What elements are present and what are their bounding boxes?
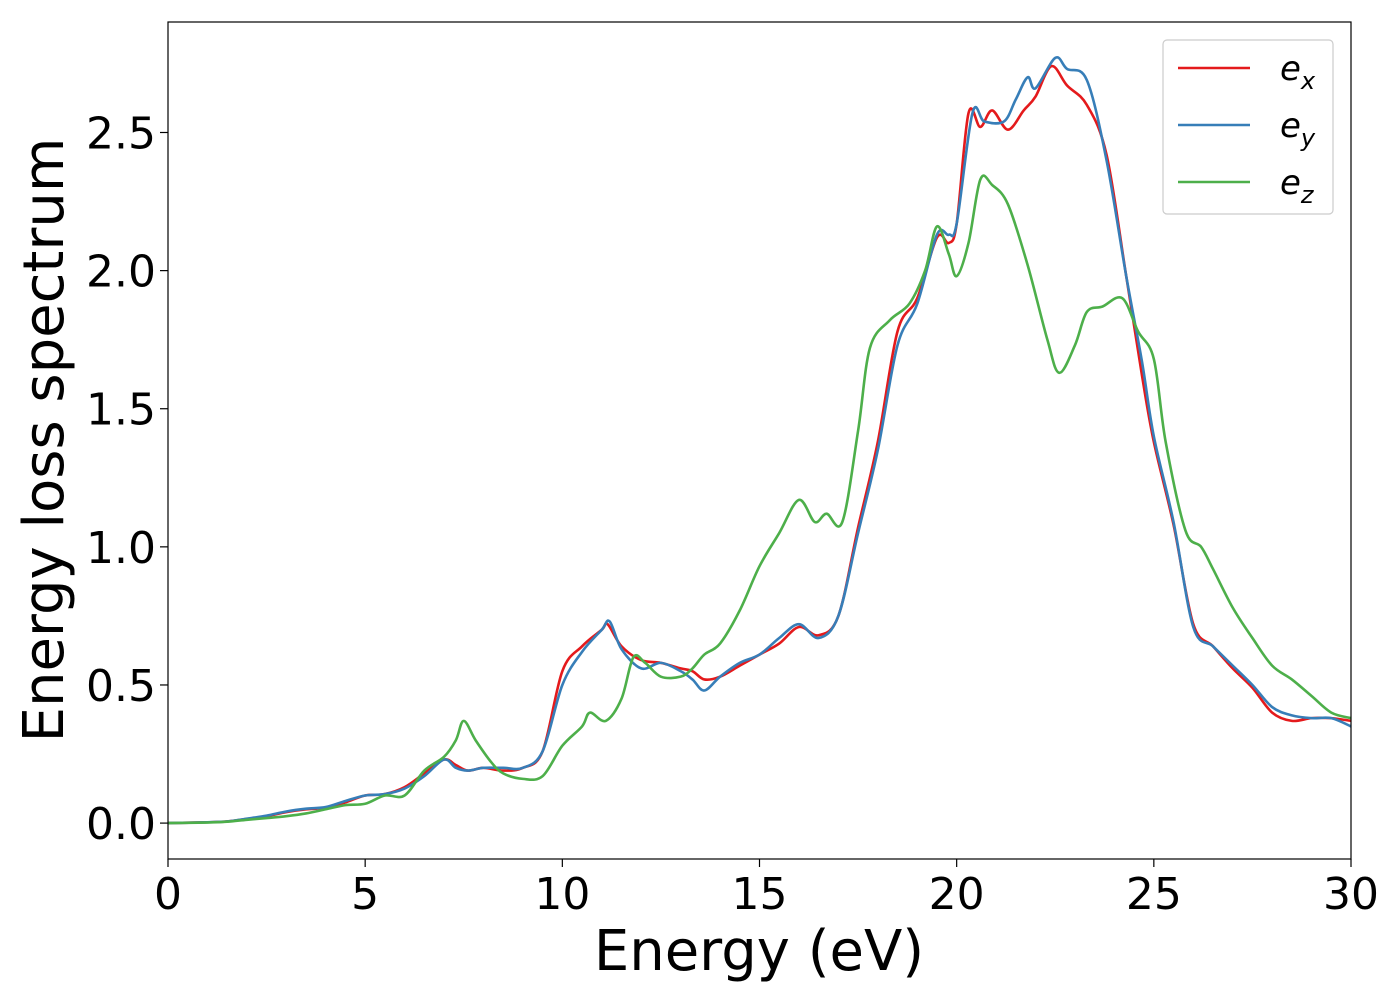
legend-box — [1162, 39, 1334, 215]
legend: ex ey ez — [1162, 39, 1334, 215]
y-tick-label: 2.0 — [86, 247, 156, 298]
y-tick-label: 2.5 — [86, 108, 156, 159]
legend-label-e-x: ex — [1280, 49, 1316, 95]
series-line-e-z — [168, 174, 1351, 825]
y-axis-label: Energy loss spectrum — [12, 138, 77, 743]
y-tick-label: 1.5 — [86, 385, 156, 436]
x-tick-label: 30 — [1323, 869, 1379, 920]
series-line-e-x — [168, 64, 1351, 825]
legend-label-e-z: ez — [1280, 163, 1315, 209]
legend-label-e-y: ey — [1280, 106, 1316, 152]
x-tick-label: 0 — [154, 869, 182, 920]
y-axis-ticks: 0.0 0.5 1.0 1.5 2.0 2.5 — [86, 108, 168, 850]
y-tick-label: 1.0 — [86, 523, 156, 574]
x-tick-label: 20 — [929, 869, 985, 920]
y-tick-label: 0.5 — [86, 661, 156, 712]
series-layer — [168, 56, 1351, 825]
x-tick-label: 5 — [351, 869, 379, 920]
series-line-e-y — [168, 56, 1351, 825]
x-tick-label: 10 — [534, 869, 590, 920]
x-axis-label: Energy (eV) — [594, 919, 924, 984]
x-tick-label: 15 — [732, 869, 788, 920]
x-axis-ticks: 0 5 10 15 20 25 30 — [154, 859, 1379, 920]
y-tick-label: 0.0 — [86, 799, 156, 850]
legend-items: ex ey ez — [1178, 49, 1316, 209]
x-tick-label: 25 — [1126, 869, 1182, 920]
